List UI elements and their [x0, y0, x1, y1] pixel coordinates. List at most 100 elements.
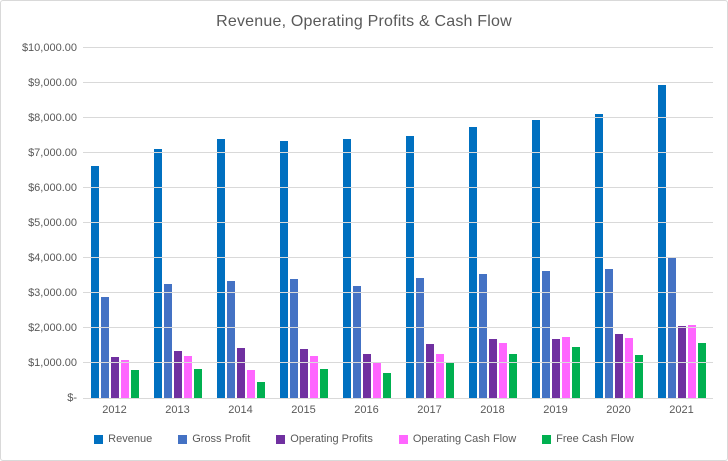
bar-group-2015	[272, 48, 335, 398]
gridline-8000	[83, 117, 713, 118]
bar-free-cash-flow-2017	[445, 363, 454, 398]
bar-gross-profit-2015	[289, 279, 298, 398]
x-tick-label-2016: 2016	[354, 404, 379, 416]
bar-free-cash-flow-2015	[319, 368, 328, 398]
y-tick-label: $9,000.00	[28, 77, 77, 89]
legend-label: Free Cash Flow	[556, 433, 634, 445]
bar-gross-profit-2020	[604, 268, 613, 398]
legend-item-free-cash-flow: Free Cash Flow	[542, 433, 634, 445]
legend-item-operating-profits: Operating Profits	[276, 433, 373, 445]
x-tick-label-2012: 2012	[102, 404, 127, 416]
legend-item-operating-cash-flow: Operating Cash Flow	[398, 433, 517, 445]
bar-group-2019	[524, 48, 587, 398]
bar-revenue-2016	[342, 138, 351, 398]
bar-operating-cash-flow-2019	[561, 336, 570, 398]
bar-free-cash-flow-2018	[508, 353, 517, 398]
y-tick-label: $8,000.00	[28, 112, 77, 124]
bar-group-2020	[587, 48, 650, 398]
bar-revenue-2021	[657, 85, 666, 398]
bar-revenue-2018	[468, 127, 477, 398]
bar-operating-cash-flow-2016	[372, 361, 381, 398]
bar-revenue-2017	[405, 135, 414, 398]
bar-gross-profit-2012	[100, 296, 109, 398]
gridline-7000	[83, 152, 713, 153]
gridline-6000	[83, 187, 713, 188]
bar-operating-profits-2015	[299, 348, 308, 398]
bar-revenue-2013	[153, 148, 162, 398]
bar-group-2014	[209, 48, 272, 398]
gridline-3000	[83, 292, 713, 293]
bar-group-2021	[650, 48, 713, 398]
x-tick-label-2015: 2015	[291, 404, 316, 416]
legend-swatch-icon	[542, 434, 552, 444]
bar-free-cash-flow-2013	[193, 368, 202, 398]
x-tick-label-2019: 2019	[543, 404, 568, 416]
bar-operating-cash-flow-2018	[498, 342, 507, 398]
bar-revenue-2019	[531, 119, 540, 398]
bar-group-2013	[146, 48, 209, 398]
bar-free-cash-flow-2021	[697, 343, 706, 398]
gridline-4000	[83, 257, 713, 258]
y-tick-label: $1,000.00	[28, 357, 77, 369]
legend-item-gross-profit: Gross Profit	[178, 433, 250, 445]
gridline-9000	[83, 82, 713, 83]
bar-operating-cash-flow-2020	[624, 338, 633, 398]
bar-gross-profit-2014	[226, 281, 235, 398]
bar-operating-cash-flow-2015	[309, 356, 318, 398]
bar-operating-profits-2016	[362, 354, 371, 398]
bar-operating-profits-2014	[236, 347, 245, 398]
legend-swatch-icon	[398, 434, 408, 444]
bar-revenue-2012	[90, 166, 99, 398]
bar-gross-profit-2013	[163, 283, 172, 398]
bar-gross-profit-2017	[415, 278, 424, 398]
bar-free-cash-flow-2020	[634, 354, 643, 398]
x-tick-label-2018: 2018	[480, 404, 505, 416]
legend-swatch-icon	[178, 434, 188, 444]
bar-revenue-2020	[594, 113, 603, 398]
x-tick-label-2020: 2020	[606, 404, 631, 416]
x-axis-labels: 2012 2013 2014 2015 2016 2017 2018 2019 2020 2021	[83, 404, 713, 416]
chart-title: Revenue, Operating Profits & Cash Flow	[216, 13, 512, 30]
gridline-5000	[83, 222, 713, 223]
gridline-10000	[83, 47, 713, 48]
bar-operating-profits-2012	[110, 357, 119, 398]
bar-operating-cash-flow-2013	[183, 356, 192, 398]
bar-operating-cash-flow-2014	[246, 369, 255, 398]
gridline-2000	[83, 327, 713, 328]
y-tick-label: $5,000.00	[28, 217, 77, 229]
legend-swatch-icon	[276, 434, 286, 444]
bar-operating-profits-2013	[173, 351, 182, 398]
bar-free-cash-flow-2016	[382, 373, 391, 398]
bar-gross-profit-2018	[478, 273, 487, 398]
bar-gross-profit-2016	[352, 285, 361, 398]
x-tick-label-2013: 2013	[165, 404, 190, 416]
bar-operating-profits-2019	[551, 338, 560, 398]
legend-label: Operating Cash Flow	[412, 433, 517, 445]
x-tick-label-2014: 2014	[228, 404, 253, 416]
bar-revenue-2014	[216, 138, 225, 398]
bar-free-cash-flow-2014	[256, 381, 265, 398]
bar-revenue-2015	[279, 141, 288, 398]
legend-label: Operating Profits	[290, 433, 373, 445]
bar-free-cash-flow-2019	[571, 347, 580, 398]
legend: Revenue Gross Profit Operating Profits Oper…	[1, 433, 727, 445]
y-tick-label: $4,000.00	[28, 252, 77, 264]
x-tick-label-2021: 2021	[669, 404, 694, 416]
legend-label: Gross Profit	[192, 433, 251, 445]
bar-group-2012	[83, 48, 146, 398]
y-tick-label: $7,000.00	[28, 147, 77, 159]
bar-gross-profit-2019	[541, 271, 550, 398]
y-tick-label: $-	[67, 392, 77, 404]
y-tick-label: $10,000.00	[21, 42, 77, 54]
bar-free-cash-flow-2012	[130, 369, 139, 398]
bar-operating-profits-2017	[425, 344, 434, 398]
y-tick-label: $2,000.00	[28, 322, 77, 334]
legend-swatch-icon	[94, 434, 104, 444]
bar-groups	[83, 48, 713, 398]
bar-operating-cash-flow-2021	[687, 325, 696, 398]
y-tick-label: $6,000.00	[28, 182, 77, 194]
bar-group-2016	[335, 48, 398, 398]
bar-operating-cash-flow-2012	[120, 359, 129, 398]
bar-group-2018	[461, 48, 524, 398]
